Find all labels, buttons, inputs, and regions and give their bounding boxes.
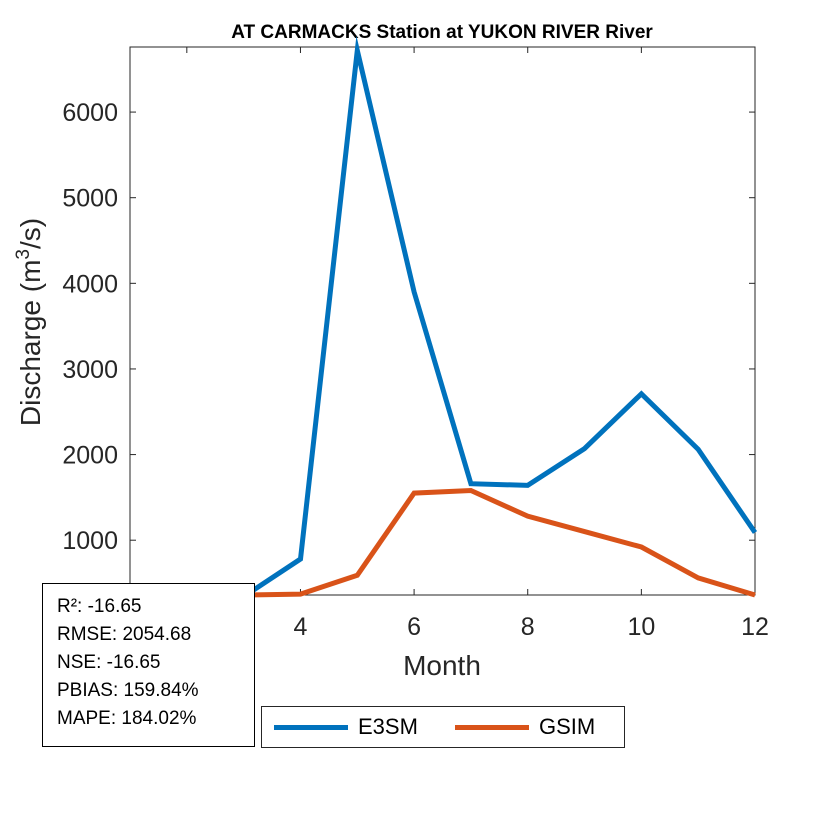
stat-nse: NSE: -16.65 xyxy=(57,652,161,673)
y-axis-label: Discharge (m3/s) xyxy=(13,218,46,426)
x-tick-label: 10 xyxy=(627,613,655,641)
stat-pbias: PBIAS: 159.84% xyxy=(57,680,199,701)
x-tick-label: 8 xyxy=(521,613,535,641)
y-tick-label: 5000 xyxy=(62,185,118,213)
legend-item-e3sm: E3SM xyxy=(274,707,418,747)
y-tick-label: 1000 xyxy=(62,527,118,555)
chart-title: AT CARMACKS Station at YUKON RIVER River xyxy=(231,22,653,43)
legend-label-gsim: GSIM xyxy=(539,714,596,739)
plot-area xyxy=(129,46,756,596)
stat-r2: R²: -16.65 xyxy=(57,596,142,617)
y-tick-label: 3000 xyxy=(62,356,118,384)
legend-item-gsim: GSIM xyxy=(455,707,595,747)
y-tick-label: 6000 xyxy=(62,99,118,127)
legend-swatch-gsim xyxy=(455,724,529,730)
x-tick-label: 12 xyxy=(741,613,769,641)
y-tick-label: 2000 xyxy=(62,442,118,470)
legend-label-e3sm: E3SM xyxy=(358,714,418,739)
x-tick-label: 6 xyxy=(407,613,421,641)
stat-rmse: RMSE: 2054.68 xyxy=(57,624,192,645)
y-tick-label: 4000 xyxy=(62,270,118,298)
legend-swatch-e3sm xyxy=(274,724,348,730)
x-axis-label: Month xyxy=(403,650,481,681)
legend: E3SM GSIM xyxy=(261,706,625,748)
x-tick-label: 4 xyxy=(294,613,308,641)
axis-ticks: 24681012100020003000400050006000 xyxy=(62,47,769,641)
stats-box: R²: -16.65 RMSE: 2054.68 NSE: -16.65 PBI… xyxy=(42,583,255,747)
stat-mape: MAPE: 184.02% xyxy=(57,708,197,729)
